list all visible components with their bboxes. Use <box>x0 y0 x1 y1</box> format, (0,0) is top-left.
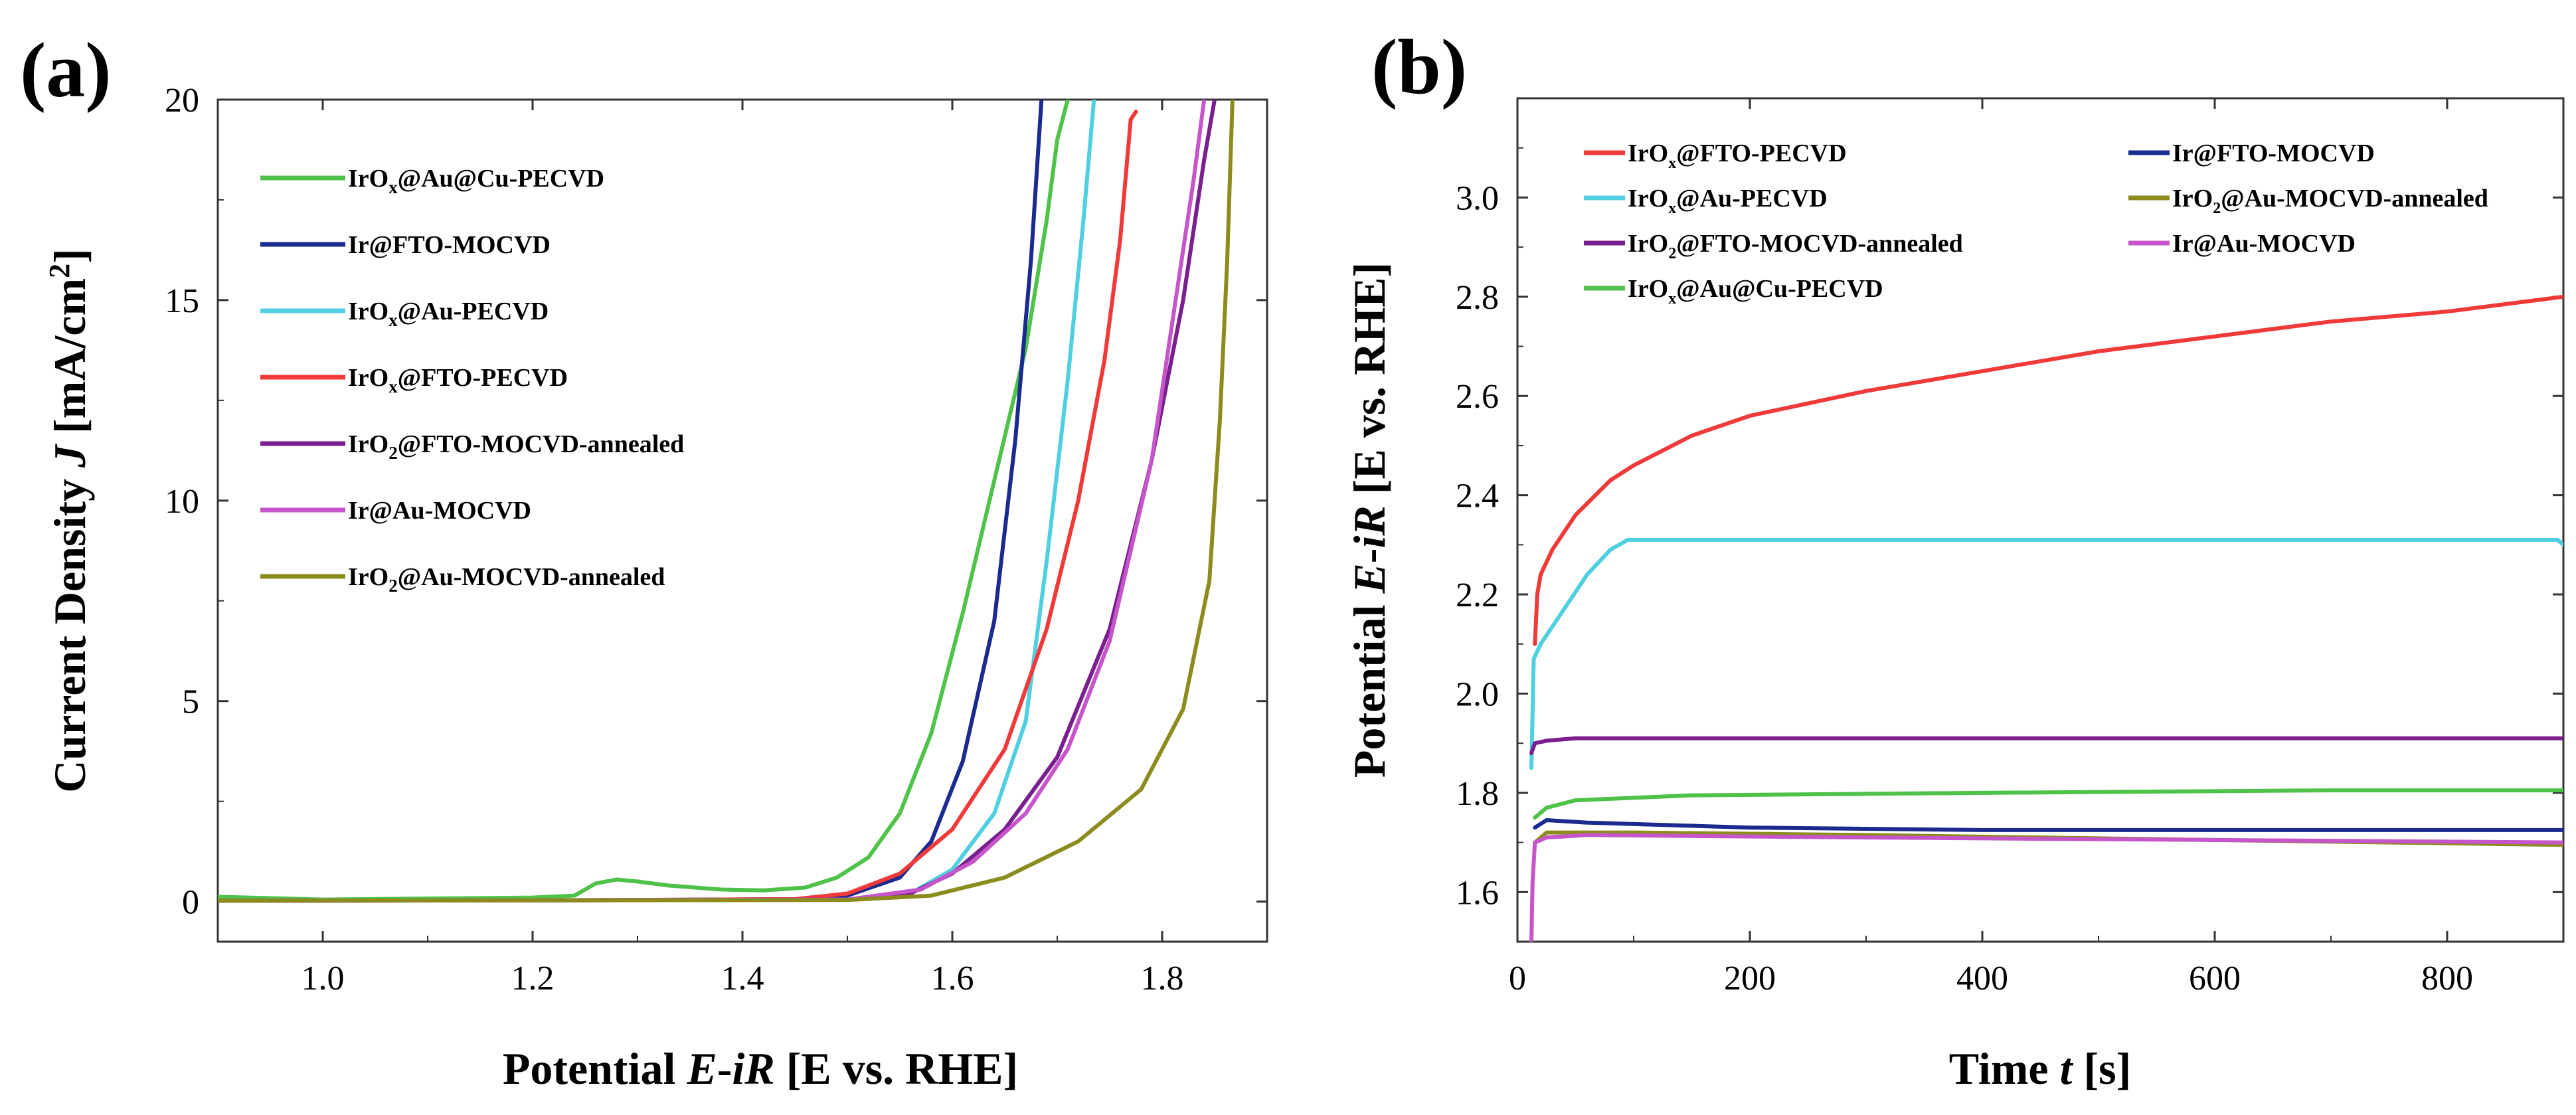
b-x-tick-label: 400 <box>1956 960 2008 997</box>
a-x-tick-label: 1.0 <box>301 960 345 997</box>
panel-b-chart: (b) 0 200 400 600 800 1.6 1.8 2.0 2.2 2.4 2.6 2.8 3.… <box>1344 23 2565 1094</box>
b-series-line-ir-au-mocvd <box>1529 833 2563 942</box>
a-y-tick-label: 0 <box>182 884 199 922</box>
b-legend-label: Ir@Au-MOCVD <box>2172 230 2356 258</box>
b-legend-label: IrOx@Au@Cu-PECVD <box>1628 275 1883 307</box>
b-series-line-irox-fto-pecvd <box>1533 294 2563 646</box>
panel-b-series-lines <box>1529 294 2563 942</box>
b-y-tick-label: 2.4 <box>1456 477 1499 515</box>
b-y-tick-label: 2.2 <box>1456 576 1499 614</box>
panel-b-plot-area: 0 200 400 600 800 1.6 1.8 2.0 2.2 2.4 2.6 2.8 3.0 Ir… <box>1456 97 2565 997</box>
a-legend-item: Ir@FTO-MOCVD <box>260 231 551 259</box>
b-y-tick-label: 3.0 <box>1456 179 1499 217</box>
a-x-tick-label: 1.4 <box>721 960 764 997</box>
a-legend-item: IrOx@FTO-PECVD <box>260 364 568 396</box>
a-legend-label: IrOx@Au@Cu-PECVD <box>348 165 604 197</box>
a-series-line-irox-au-cu-pecvd <box>218 100 1070 902</box>
a-x-tick-label: 1.6 <box>931 960 974 997</box>
panel-b-x-axis-title: Time t [s] <box>1949 1043 2132 1094</box>
b-series-line-iro2-fto-mocvd-annealed <box>1529 736 2563 756</box>
b-legend-label: Ir@FTO-MOCVD <box>2172 139 2375 167</box>
b-legend-item: IrO2@Au-MOCVD-annealed <box>2128 185 2488 217</box>
b-x-tick-label: 0 <box>1509 960 1526 997</box>
panel-a-plot-area: 1.0 1.2 1.4 1.6 1.8 0 5 10 15 20 IrOx@Au@Cu-PECVD… <box>165 82 1268 997</box>
b-series-line-irox-au-cu-pecvd <box>1533 788 2563 820</box>
b-x-tick-label: 600 <box>2189 960 2241 997</box>
a-y-tick-label: 10 <box>165 483 199 521</box>
a-series-line-iro2-au-mocvd-annealed <box>218 100 1235 903</box>
b-y-tick-label: 2.0 <box>1456 675 1499 713</box>
a-legend-label: IrO2@FTO-MOCVD-annealed <box>348 430 684 463</box>
panel-a-legend: IrOx@Au@Cu-PECVD Ir@FTO-MOCVD IrOx@Au-PECV… <box>260 165 684 596</box>
panel-a-y-axis-title: Current Density J [mA/cm2] <box>43 248 96 793</box>
panel-a-chart: (a) 1.0 1.2 1.4 1.6 1.8 0 5 10 15 20 IrOx@Au@Cu-P… <box>20 27 1268 1094</box>
a-y-tick-label: 20 <box>165 82 199 120</box>
a-legend-item: Ir@Au-MOCVD <box>260 497 531 525</box>
b-legend-label: IrOx@FTO-PECVD <box>1628 139 1847 172</box>
panel-a-x-axis-title: Potential E-iR [E vs. RHE] <box>503 1043 1018 1094</box>
b-legend-item: Ir@Au-MOCVD <box>2128 230 2356 258</box>
b-legend-label: IrO2@Au-MOCVD-annealed <box>2172 185 2488 217</box>
b-series-line-irox-au-pecvd <box>1529 537 2563 770</box>
b-legend-item: IrOx@Au@Cu-PECVD <box>1584 275 1883 307</box>
a-y-tick-label: 5 <box>182 683 199 721</box>
b-y-tick-label: 2.6 <box>1456 378 1499 416</box>
a-legend-label: Ir@FTO-MOCVD <box>348 231 551 259</box>
panel-b-ticks: 0 200 400 600 800 1.6 1.8 2.0 2.2 2.4 2.6 2.8 3.0 <box>1456 98 2564 997</box>
a-y-tick-label: 15 <box>165 282 199 320</box>
a-legend-label: IrOx@FTO-PECVD <box>348 364 568 396</box>
b-series-line-ir-fto-mocvd <box>1533 818 2563 832</box>
a-legend-label: IrO2@Au-MOCVD-annealed <box>348 563 665 596</box>
a-x-tick-label: 1.2 <box>511 960 555 997</box>
panel-b-legend: IrOx@FTO-PECVD Ir@FTO-MOCVD IrOx@Au-PECVD I… <box>1584 139 2488 307</box>
panel-a-label: (a) <box>20 27 112 114</box>
b-y-tick-label: 1.8 <box>1456 775 1499 813</box>
b-legend-item: IrO2@FTO-MOCVD-annealed <box>1584 230 1963 262</box>
panel-a-series-lines <box>218 100 1235 903</box>
a-legend-item: IrOx@Au@Cu-PECVD <box>260 165 604 197</box>
a-legend-item: IrO2@FTO-MOCVD-annealed <box>260 430 684 463</box>
b-x-tick-label: 200 <box>1724 960 1776 997</box>
b-y-tick-label: 1.6 <box>1456 874 1499 912</box>
b-legend-item: IrOx@Au-PECVD <box>1584 185 1828 217</box>
panel-b-y-axis-title: Potential E-iR [E vs. RHE] <box>1344 262 1395 778</box>
a-x-tick-label: 1.8 <box>1141 960 1184 997</box>
b-legend-label: IrO2@FTO-MOCVD-annealed <box>1628 230 1963 262</box>
b-legend-item: IrOx@FTO-PECVD <box>1584 139 1847 172</box>
a-legend-label: IrOx@Au-PECVD <box>348 298 549 330</box>
b-x-tick-label: 800 <box>2421 960 2473 997</box>
b-y-tick-label: 2.8 <box>1456 279 1499 317</box>
b-legend-label: IrOx@Au-PECVD <box>1628 185 1828 217</box>
b-legend-item: Ir@FTO-MOCVD <box>2128 139 2375 167</box>
panel-b-label: (b) <box>1371 23 1467 110</box>
a-legend-item: IrOx@Au-PECVD <box>260 298 549 330</box>
panel-b-frame <box>1516 97 2565 943</box>
panel-a-ticks: 1.0 1.2 1.4 1.6 1.8 0 5 10 15 20 <box>165 82 1267 997</box>
a-legend-item: IrO2@Au-MOCVD-annealed <box>260 563 665 596</box>
a-legend-label: Ir@Au-MOCVD <box>348 497 531 525</box>
